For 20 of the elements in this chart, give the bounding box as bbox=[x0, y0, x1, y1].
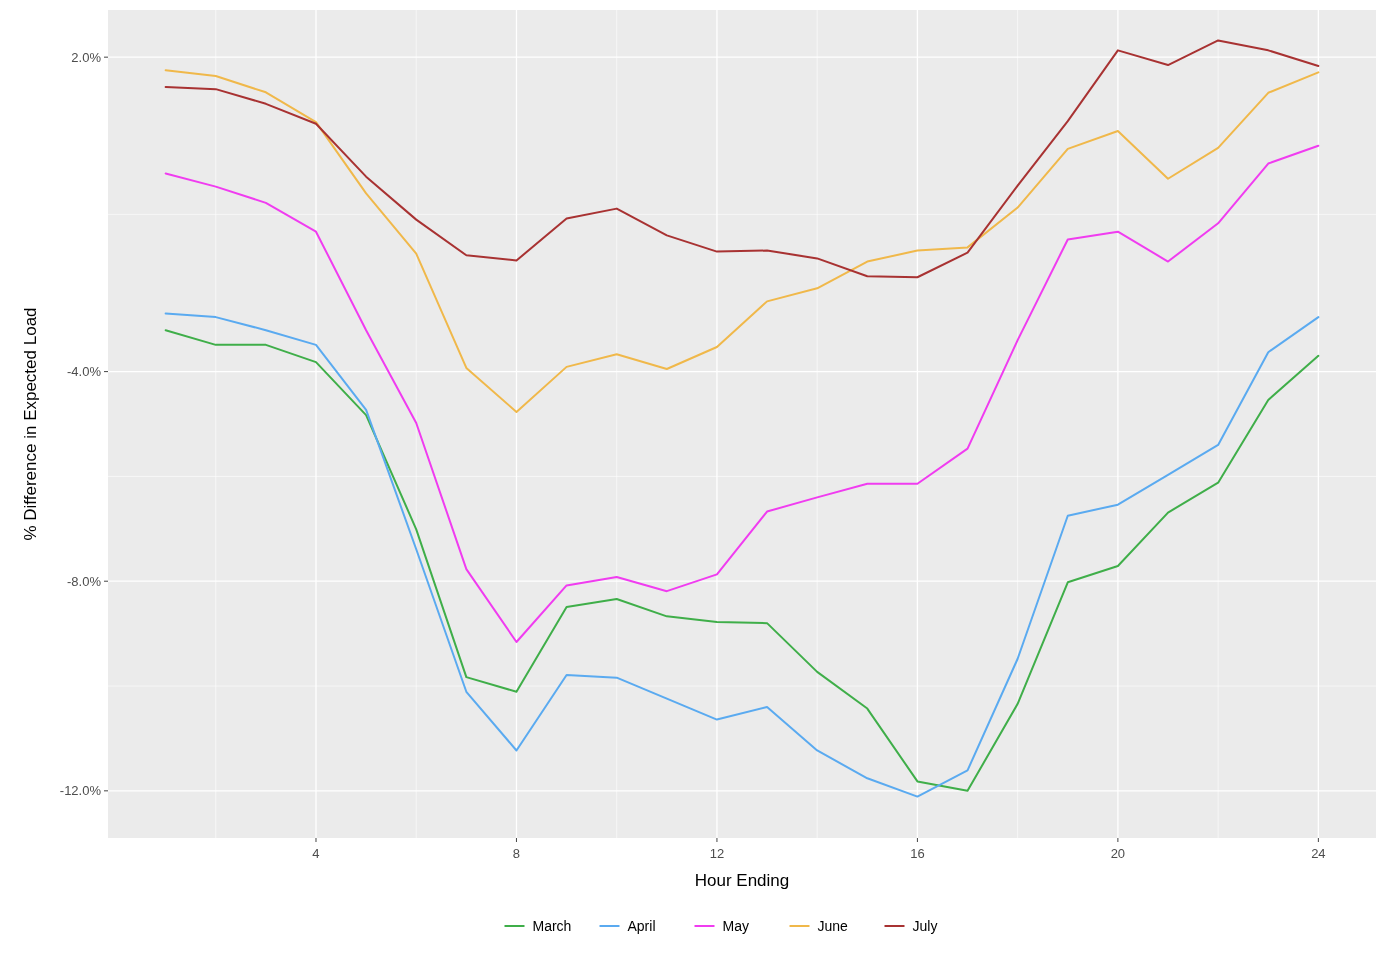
line-series bbox=[164, 144, 1320, 644]
x-axis-title: Hour Ending bbox=[694, 871, 790, 890]
x-tick-label: 24 bbox=[1311, 846, 1326, 861]
line-series bbox=[164, 69, 1320, 413]
legend-label: April bbox=[627, 917, 656, 934]
x-tick-label: 8 bbox=[512, 846, 521, 861]
x-tick-label: 4 bbox=[312, 846, 320, 861]
y-tick-label: -4.0% bbox=[67, 364, 102, 380]
y-tick-label: -12.0% bbox=[59, 783, 102, 799]
x-tick-label: 20 bbox=[1110, 846, 1126, 861]
y-tick-label: -8.0% bbox=[67, 573, 102, 589]
legend-label: June bbox=[817, 917, 849, 934]
y-axis-title: % Difference in Expected Load bbox=[21, 307, 40, 541]
y-tick-label: 2.0% bbox=[71, 49, 102, 65]
line-series bbox=[164, 39, 1320, 279]
legend-label: May bbox=[722, 917, 749, 934]
x-tick-label: 16 bbox=[910, 846, 925, 861]
legend-label: March bbox=[532, 917, 572, 934]
legend-label: July bbox=[912, 917, 938, 934]
x-tick-label: 12 bbox=[709, 846, 725, 861]
